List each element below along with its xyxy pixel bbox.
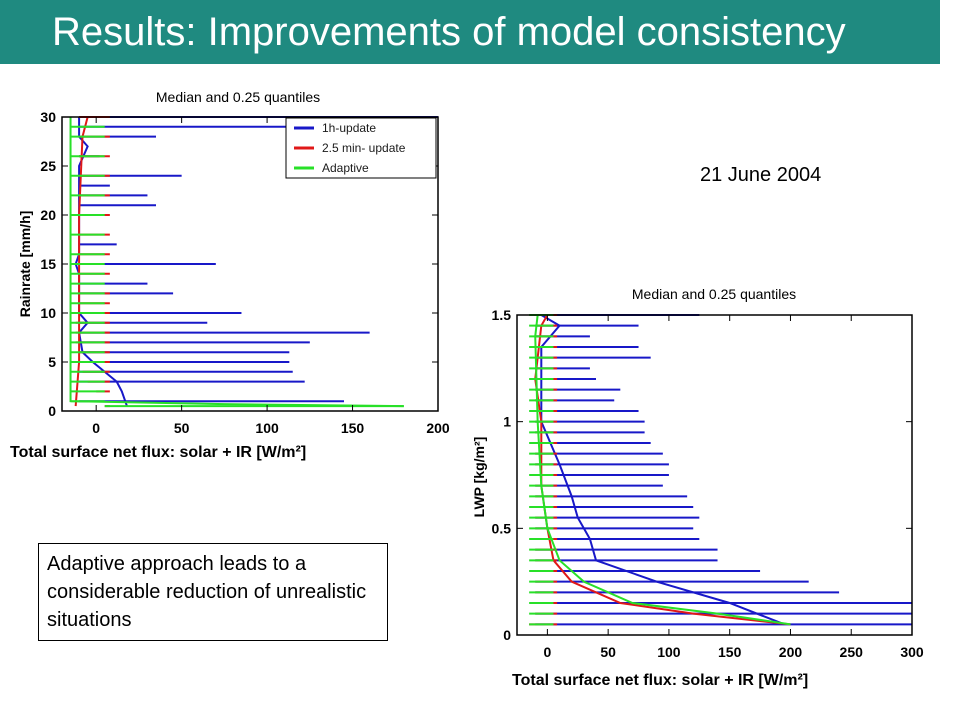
chart2-ytick-label: 0 <box>503 627 511 643</box>
chart2-xlabel: Total surface net flux: solar + IR [W/m²… <box>512 672 809 689</box>
chart2-xtick-label: 300 <box>900 644 924 660</box>
chart1-ytick-label: 25 <box>40 158 56 174</box>
chart2-ylabel: LWP [kg/m²] <box>471 437 487 518</box>
chart2-xtick-label: 250 <box>840 644 864 660</box>
chart1-xtick-label: 150 <box>341 420 365 436</box>
chart1-ytick-label: 10 <box>40 305 56 321</box>
chart2-median-3 <box>534 314 791 626</box>
chart2-plot-frame <box>516 314 913 636</box>
chart1-xtick-label: 100 <box>255 420 279 436</box>
chart2-title: Median and 0.25 quantiles <box>632 286 796 302</box>
chart1-ytick-label: 20 <box>40 207 56 223</box>
note-box: Adaptive approach leads to a considerabl… <box>38 543 388 641</box>
chart2-ytick-label: 1 <box>503 414 511 430</box>
chart1-median-3 <box>69 117 404 408</box>
chart1-xtick-label: 0 <box>92 420 100 436</box>
date-label: 21 June 2004 <box>700 164 822 186</box>
chart1-ytick-label: 15 <box>40 256 56 272</box>
chart1-xlabel: Total surface net flux: solar + IR [W/m²… <box>10 444 307 461</box>
title-bar: Results: Improvements of model consisten… <box>0 0 940 64</box>
chart2-median-1 <box>540 314 785 626</box>
slide-title: Results: Improvements of model consisten… <box>52 10 846 54</box>
chart1-xtick-label: 200 <box>426 420 450 436</box>
chart1-ylabel: Rainrate [mm/h] <box>17 211 33 318</box>
legend-label-3: Adaptive <box>322 161 369 175</box>
chart1-ytick-label: 30 <box>40 109 56 125</box>
chart2-xtick-label: 100 <box>657 644 681 660</box>
chart2-xtick-label: 150 <box>718 644 742 660</box>
chart2-xtick-label: 0 <box>543 644 551 660</box>
legend-label-1: 1h-update <box>322 121 376 135</box>
chart2-xtick-label: 200 <box>779 644 803 660</box>
chart1-title: Median and 0.25 quantiles <box>156 89 320 105</box>
legend-label-2: 2.5 min- update <box>322 141 406 155</box>
chart1-ytick-label: 0 <box>48 403 56 419</box>
chart2-ytick-label: 1.5 <box>492 307 512 323</box>
chart2-median-2 <box>534 314 791 626</box>
chart1-ytick-label: 5 <box>48 354 56 370</box>
chart2-ytick-label: 0.5 <box>492 520 512 536</box>
chart2-xtick-label: 50 <box>600 644 616 660</box>
chart1-xtick-label: 50 <box>174 420 190 436</box>
